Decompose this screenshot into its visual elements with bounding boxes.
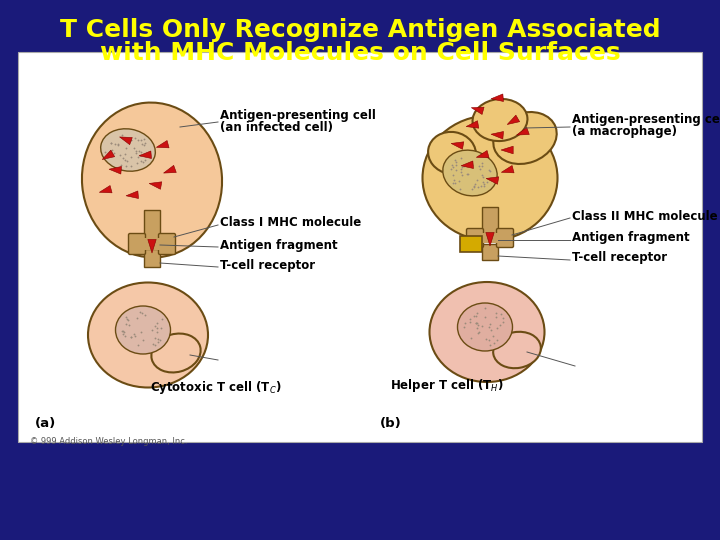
Text: (a macrophage): (a macrophage) xyxy=(572,125,677,138)
Polygon shape xyxy=(477,151,489,158)
Ellipse shape xyxy=(115,306,171,354)
Text: with MHC Molecules on Cell Surfaces: with MHC Molecules on Cell Surfaces xyxy=(99,41,621,65)
Text: Antigen-presenting cell: Antigen-presenting cell xyxy=(572,113,720,126)
Polygon shape xyxy=(466,121,479,128)
Polygon shape xyxy=(507,115,520,125)
Text: Antigen fragment: Antigen fragment xyxy=(572,232,690,245)
Polygon shape xyxy=(149,182,162,190)
Polygon shape xyxy=(472,107,484,114)
FancyBboxPatch shape xyxy=(482,207,498,235)
Polygon shape xyxy=(486,232,494,246)
Polygon shape xyxy=(109,166,122,174)
Ellipse shape xyxy=(428,132,476,174)
Ellipse shape xyxy=(423,116,557,240)
Ellipse shape xyxy=(101,129,156,171)
Ellipse shape xyxy=(430,282,544,382)
FancyBboxPatch shape xyxy=(144,210,160,240)
Text: © 999 Addison Wesley Longman, Inc.: © 999 Addison Wesley Longman, Inc. xyxy=(30,437,187,446)
Text: Helper T cell (T$_H$): Helper T cell (T$_H$) xyxy=(390,377,504,395)
Polygon shape xyxy=(491,132,503,139)
Polygon shape xyxy=(451,142,464,149)
FancyBboxPatch shape xyxy=(144,249,160,267)
Polygon shape xyxy=(120,137,132,145)
Polygon shape xyxy=(461,161,474,168)
Polygon shape xyxy=(491,94,503,102)
FancyBboxPatch shape xyxy=(18,52,702,442)
Polygon shape xyxy=(156,140,169,148)
Polygon shape xyxy=(148,239,156,253)
FancyBboxPatch shape xyxy=(460,236,482,252)
Text: Class I MHC molecule: Class I MHC molecule xyxy=(220,217,361,230)
Ellipse shape xyxy=(88,282,208,388)
Polygon shape xyxy=(102,150,114,159)
FancyBboxPatch shape xyxy=(497,228,513,247)
Ellipse shape xyxy=(493,112,557,164)
Ellipse shape xyxy=(493,332,541,368)
Polygon shape xyxy=(486,177,499,184)
Polygon shape xyxy=(126,191,138,199)
Polygon shape xyxy=(163,165,176,173)
Text: T Cells Only Recognize Antigen Associated: T Cells Only Recognize Antigen Associate… xyxy=(60,18,660,42)
FancyBboxPatch shape xyxy=(158,233,176,254)
Ellipse shape xyxy=(443,150,498,196)
Text: Antigen-presenting cell: Antigen-presenting cell xyxy=(220,109,376,122)
FancyBboxPatch shape xyxy=(467,228,484,247)
FancyBboxPatch shape xyxy=(144,238,160,250)
Text: Antigen fragment: Antigen fragment xyxy=(220,239,338,252)
Text: T-cell receptor: T-cell receptor xyxy=(220,259,315,272)
Ellipse shape xyxy=(457,303,513,351)
Polygon shape xyxy=(139,151,151,159)
Text: Class II MHC molecule: Class II MHC molecule xyxy=(572,210,718,222)
Text: (b): (b) xyxy=(380,417,402,430)
Text: (a): (a) xyxy=(35,417,56,430)
Text: T-cell receptor: T-cell receptor xyxy=(572,252,667,265)
FancyBboxPatch shape xyxy=(482,244,498,260)
Ellipse shape xyxy=(472,99,528,141)
Ellipse shape xyxy=(82,103,222,258)
Text: (an infected cell): (an infected cell) xyxy=(220,120,333,133)
Polygon shape xyxy=(501,166,514,173)
FancyBboxPatch shape xyxy=(128,233,145,254)
Polygon shape xyxy=(501,146,513,154)
Ellipse shape xyxy=(151,334,201,373)
Text: Cytotoxic T cell (T$_C$): Cytotoxic T cell (T$_C$) xyxy=(150,380,282,396)
Polygon shape xyxy=(516,127,529,135)
FancyBboxPatch shape xyxy=(482,233,498,243)
Polygon shape xyxy=(99,186,112,193)
